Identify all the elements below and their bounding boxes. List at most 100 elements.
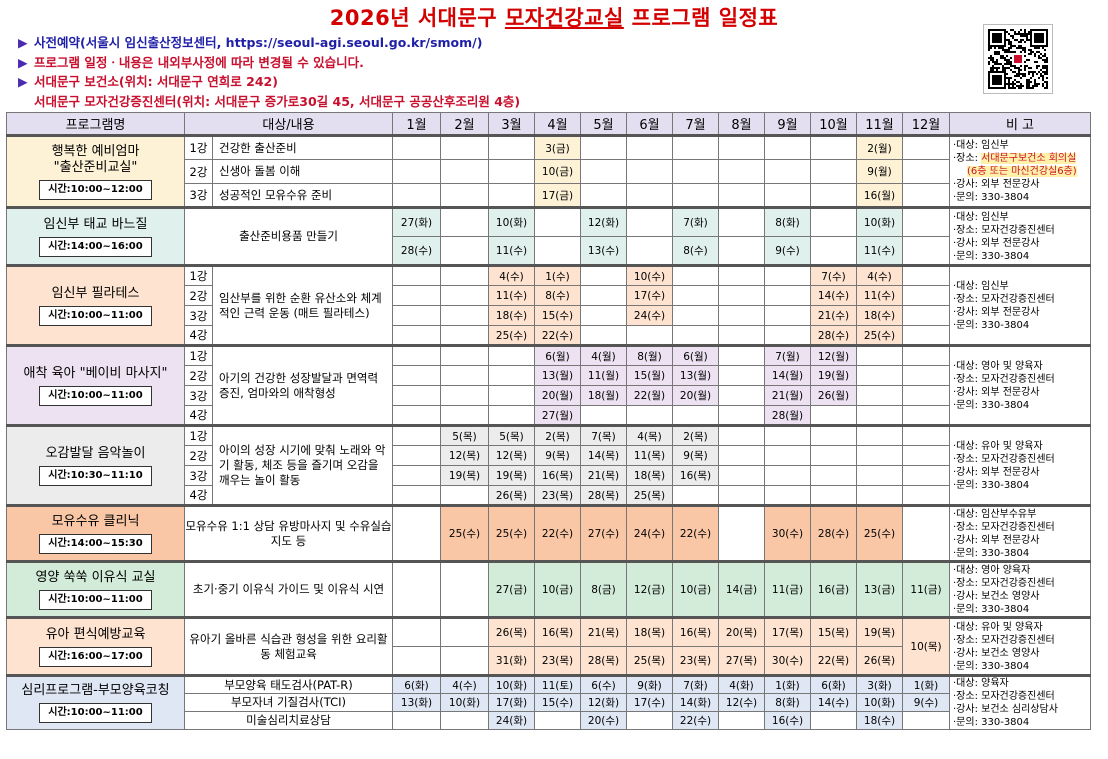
lesson-number: 2강 — [184, 285, 213, 306]
program-time: 시간:10:00~11:00 — [39, 703, 152, 723]
schedule-cell — [626, 159, 673, 184]
schedule-cell — [440, 485, 489, 506]
program-name: 임신부 태교 바느질 — [43, 216, 148, 232]
schedule-cell: 2(목) — [534, 424, 581, 446]
schedule-cell — [718, 365, 765, 386]
schedule-cell — [440, 405, 489, 426]
schedule-cell — [902, 485, 950, 506]
schedule-cell — [392, 405, 441, 426]
schedule-cell — [440, 646, 489, 676]
schedule-cell: 4(수) — [440, 674, 489, 694]
program-time: 시간:10:00~11:00 — [39, 305, 152, 326]
schedule-cell — [718, 206, 765, 237]
schedule-cell: 12(화) — [580, 693, 627, 712]
schedule-cell — [626, 711, 673, 730]
table-row: 모유수유 클리닉 시간:14:00~15:30 모유수유 1:1 상담 유방마사지 … — [6, 504, 1091, 562]
schedule-cell — [580, 285, 627, 306]
schedule-cell: 5(목) — [440, 424, 489, 446]
schedule-cell — [810, 159, 857, 184]
program-time: 시간:10:30~11:10 — [39, 465, 152, 486]
note-line: ·문의: 330-3804 — [953, 547, 1030, 559]
schedule-cell: 10(화) — [488, 674, 535, 694]
note-cell: ·대상: 임신부 ·장소: 서대문구보건소 회의실 (6층 또는 마신건강실6층) ·… — [949, 134, 1091, 208]
schedule-cell: 8(금) — [580, 560, 627, 618]
lesson-number: 1강 — [184, 264, 213, 286]
schedule-cell: 12(수) — [718, 693, 765, 712]
schedule-cell — [902, 325, 950, 346]
schedule-cell: 28(목) — [580, 646, 627, 676]
note-cell: ·대상: 유아 및 양육자 ·장소: 모자건강증진센터 ·강사: 보건소 영양사 ·문… — [949, 616, 1091, 676]
schedule-cell — [392, 183, 441, 208]
header-note: 비 고 — [949, 112, 1091, 136]
header-month: 2월 — [440, 112, 489, 136]
schedule-cell — [488, 134, 535, 160]
schedule-cell: 11(수) — [488, 236, 535, 266]
schedule-cell: 9(월) — [856, 159, 903, 184]
schedule-cell: 11(수) — [488, 285, 535, 306]
schedule-cell — [856, 365, 903, 386]
lesson-number: 2강 — [184, 159, 213, 184]
schedule-cell: 24(화) — [488, 711, 535, 730]
note-line: ·대상: 임산부수유부 — [953, 508, 1037, 520]
schedule-cell: 28(월) — [764, 405, 811, 426]
schedule-cell — [718, 236, 765, 266]
schedule-cell — [672, 264, 719, 286]
note-line: ·대상: 영아 양육자 — [953, 564, 1031, 576]
schedule-cell: 14(화) — [672, 693, 719, 712]
schedule-cell — [672, 405, 719, 426]
program-name: 유아 편식예방교육 — [45, 626, 146, 642]
schedule-cell — [534, 236, 581, 266]
schedule-cell: 8(화) — [764, 206, 811, 237]
schedule-cell — [672, 485, 719, 506]
schedule-cell: 16(금) — [810, 560, 857, 618]
schedule-cell — [810, 206, 857, 237]
schedule-cell — [392, 424, 441, 446]
schedule-cell: 4(목) — [626, 424, 673, 446]
content-cell: 미술심리치료상담 — [184, 711, 393, 730]
schedule-cell — [902, 405, 950, 426]
lesson-number: 4강 — [184, 485, 213, 506]
schedule-cell: 28(수) — [810, 504, 857, 562]
schedule-cell — [764, 445, 811, 466]
lesson-number: 2강 — [184, 365, 213, 386]
qr-code-icon[interactable] — [983, 24, 1053, 94]
schedule-cell — [764, 159, 811, 184]
program-name: 임신부 필라테스 — [51, 285, 140, 301]
schedule-cell — [810, 445, 857, 466]
schedule-cell — [488, 365, 535, 386]
schedule-cell: 4(수) — [488, 264, 535, 286]
schedule-cell — [902, 385, 950, 406]
schedule-cell: 13(월) — [672, 365, 719, 386]
header-month: 9월 — [764, 112, 811, 136]
schedule-cell: 8(화) — [764, 693, 811, 712]
schedule-cell — [902, 465, 950, 486]
schedule-cell — [718, 344, 765, 366]
table-row: 부모자녀 기질검사(TCI) 13(화) 10(화) 17(화) 15(수) 12(화) 1… — [7, 693, 1091, 712]
schedule-cell: 22(수) — [672, 504, 719, 562]
schedule-cell: 23(목) — [534, 646, 581, 676]
schedule-cell — [902, 504, 950, 562]
schedule-cell — [440, 236, 489, 266]
header-month: 11월 — [856, 112, 903, 136]
schedule-cell: 12(목) — [440, 445, 489, 466]
schedule-cell: 1(화) — [902, 674, 950, 694]
schedule-cell: 28(목) — [580, 485, 627, 506]
table-row: 31(화) 23(목) 28(목) 25(목) 23(목) 27(목) 30(수) 22(목)… — [7, 646, 1091, 676]
schedule-cell: 27(수) — [580, 504, 627, 562]
schedule-cell — [902, 183, 950, 208]
schedule-cell: 10(화) — [856, 206, 903, 237]
schedule-cell — [764, 183, 811, 208]
schedule-cell: 7(수) — [810, 264, 857, 286]
schedule-cell — [810, 424, 857, 446]
header-month: 5월 — [580, 112, 627, 136]
schedule-cell: 14(목) — [580, 445, 627, 466]
schedule-cell — [580, 134, 627, 160]
schedule-cell: 16(수) — [764, 711, 811, 730]
schedule-cell: 4(월) — [580, 344, 627, 366]
schedule-cell — [440, 183, 489, 208]
note-line: ·강사: 외부 전문강사 — [953, 466, 1040, 478]
note-cell: ·대상: 임산부수유부 ·장소: 모자건강증진센터 ·강사: 외부 전문강사 ·문의:… — [949, 504, 1091, 562]
schedule-cell: 30(수) — [764, 504, 811, 562]
schedule-cell: 11(수) — [856, 285, 903, 306]
program-name: 행복한 예비엄마 "출산준비교실" — [51, 143, 140, 175]
